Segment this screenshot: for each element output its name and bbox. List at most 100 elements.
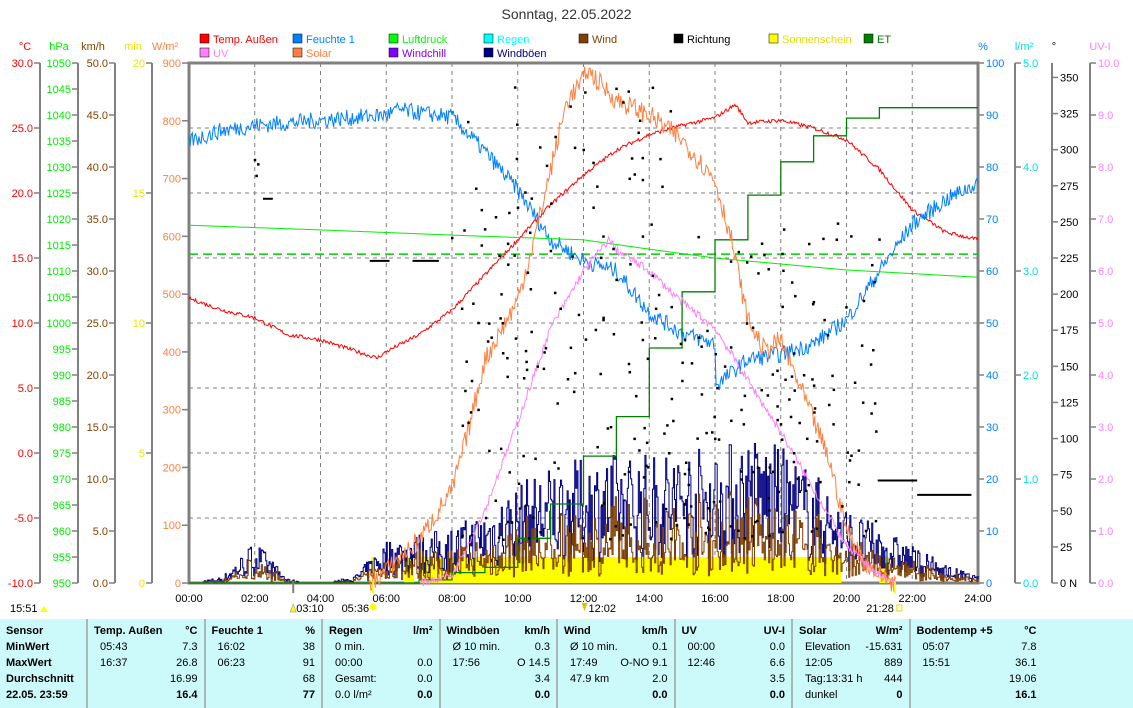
axis-tick-label: 5 xyxy=(139,448,145,460)
direction-point xyxy=(860,344,864,347)
series-solar xyxy=(369,66,897,592)
direction-point xyxy=(823,318,826,322)
direction-point xyxy=(782,269,785,273)
direction-point xyxy=(602,235,605,238)
axis-tick-label: 90 xyxy=(986,110,998,122)
table-column: Regen l/m² 0 min. 00:00 0.0 Gesamt: 0.0 0.0 l/m… xyxy=(323,619,441,708)
direction-point xyxy=(553,291,557,295)
cell-label: 12:46 xyxy=(687,657,716,669)
cell-label: 17:49 xyxy=(570,657,598,669)
direction-point xyxy=(606,427,610,430)
direction-point xyxy=(811,302,815,306)
axis-tick-label: 25 xyxy=(1060,542,1072,554)
table-row: 05:07 7.8 xyxy=(917,639,1037,655)
table-row: 3.5 xyxy=(682,671,785,687)
direction-point xyxy=(779,423,783,426)
direction-point xyxy=(647,466,650,469)
direction-point xyxy=(469,411,473,414)
axis-tick-label: 1010 xyxy=(47,266,71,278)
direction-point xyxy=(684,461,688,464)
axis-unit-hpa: hPa xyxy=(49,41,69,53)
axis-unit-wm2: W/m² xyxy=(152,41,179,53)
direction-point xyxy=(498,254,501,258)
direction-point xyxy=(525,368,529,372)
legend-item: Luftdruck xyxy=(388,33,448,46)
x-tick-label: 12:00 xyxy=(570,593,598,605)
cell-value: 16.1 xyxy=(1015,689,1037,701)
direction-point xyxy=(651,86,655,90)
axis-tick-label: 2.0 xyxy=(1098,474,1113,486)
direction-point xyxy=(612,332,616,336)
direction-point xyxy=(530,197,534,200)
direction-point xyxy=(629,523,633,526)
direction-point xyxy=(528,231,532,235)
x-tick-label: 02:00 xyxy=(241,593,269,605)
direction-point xyxy=(516,123,519,126)
direction-point xyxy=(501,352,505,355)
direction-point xyxy=(584,91,587,94)
table-column: Feuchte 1% 16:02 38 06:23 91 68 77 xyxy=(206,619,323,708)
direction-point xyxy=(870,412,873,415)
direction-point xyxy=(460,536,464,539)
axis-tick-label: 1035 xyxy=(47,136,71,148)
axis-tick-label: 965 xyxy=(53,500,71,512)
table-row: 17:56 O 14.5 xyxy=(447,655,551,671)
direction-point xyxy=(815,527,819,531)
direction-point xyxy=(713,415,716,419)
direction-point xyxy=(557,467,560,470)
direction-point xyxy=(467,120,470,124)
table-row: 0.0 xyxy=(682,687,785,703)
direction-point xyxy=(841,505,844,508)
direction-point xyxy=(717,438,721,441)
direction-point xyxy=(743,394,747,398)
legend-item: Wind xyxy=(578,33,617,46)
direction-point xyxy=(794,294,797,298)
legend-item: Solar xyxy=(292,47,332,60)
direction-point xyxy=(510,521,514,524)
direction-point xyxy=(846,451,849,454)
direction-point xyxy=(494,499,498,502)
table-row: Gesamt: 0.0 xyxy=(329,671,433,687)
direction-point xyxy=(878,238,881,241)
axis-tick-label: 900 xyxy=(163,58,181,70)
direction-point xyxy=(573,371,577,375)
axis-tick-label: 1020 xyxy=(47,214,71,226)
direction-point xyxy=(812,300,816,304)
axis-tick-label: 4.0 xyxy=(1023,162,1038,174)
direction-point xyxy=(477,321,480,325)
direction-point xyxy=(743,537,747,540)
direction-point xyxy=(529,287,533,291)
direction-point xyxy=(776,418,779,422)
direction-point xyxy=(499,447,503,451)
axis-tick-label: 1.0 xyxy=(1098,526,1113,538)
axis-tick-label: 3.0 xyxy=(1023,266,1038,278)
annotation-label: 03:10 xyxy=(296,603,324,615)
table-row: 16.1 xyxy=(917,687,1037,703)
cell-value: 0 xyxy=(896,689,903,701)
wind-series xyxy=(189,491,980,584)
column-header: Windböen km/h xyxy=(447,623,551,639)
direction-point xyxy=(706,329,709,333)
direction-point xyxy=(635,394,638,398)
axis-tick-label: 100 xyxy=(163,520,181,532)
direction-point xyxy=(729,346,733,349)
direction-point xyxy=(826,333,830,337)
direction-point xyxy=(870,263,874,267)
legend-swatch xyxy=(578,33,589,44)
axis-tick-label: 970 xyxy=(53,474,71,486)
cell-value: 0.0 xyxy=(652,689,668,701)
direction-point xyxy=(531,516,535,519)
direction-point xyxy=(700,345,703,348)
x-tick-label: 16:00 xyxy=(701,593,729,605)
axis-tick-label: 50 xyxy=(1060,506,1072,518)
direction-point xyxy=(480,244,484,247)
axis-tick-label: 10.0 xyxy=(12,318,33,330)
direction-point xyxy=(553,461,556,464)
direction-point xyxy=(641,235,645,238)
direction-point xyxy=(763,253,766,257)
axis-tick-label: 30 xyxy=(986,422,998,434)
axis-tick-label: 0.0 xyxy=(93,578,108,590)
cell-value: 0.0 xyxy=(417,657,433,669)
table-row: 68 xyxy=(212,671,315,687)
axis-tick-label: 1025 xyxy=(47,188,71,200)
